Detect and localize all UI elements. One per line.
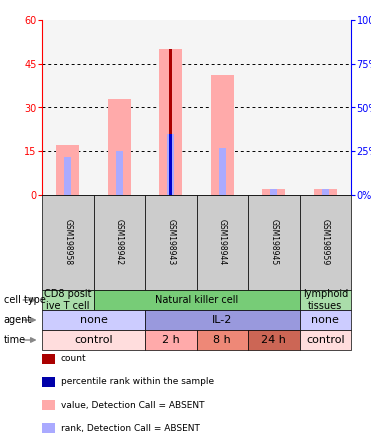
Text: GSM198945: GSM198945 (269, 219, 278, 266)
Text: control: control (306, 335, 345, 345)
Bar (299, 195, 351, 290)
Bar (299, 310, 351, 330)
Bar (262, 189, 285, 195)
Text: GSM198959: GSM198959 (321, 219, 330, 266)
Text: lymphoid
tissues: lymphoid tissues (303, 289, 348, 311)
Bar (322, 189, 329, 195)
Bar (42, 195, 93, 290)
Bar (167, 134, 174, 195)
Bar (42, 330, 145, 350)
Bar (197, 330, 248, 350)
Text: value, Detection Call = ABSENT: value, Detection Call = ABSENT (60, 400, 204, 409)
Bar (169, 134, 172, 195)
Bar (108, 99, 131, 195)
Bar (211, 75, 234, 195)
Text: control: control (74, 335, 113, 345)
Bar (56, 146, 79, 195)
Bar (197, 195, 248, 290)
Bar (248, 195, 299, 290)
Text: percentile rank within the sample: percentile rank within the sample (60, 377, 214, 386)
Bar (248, 330, 299, 350)
Text: CD8 posit
ive T cell: CD8 posit ive T cell (44, 289, 92, 311)
Text: rank, Detection Call = ABSENT: rank, Detection Call = ABSENT (60, 424, 200, 432)
Bar (313, 189, 337, 195)
Bar (299, 330, 351, 350)
Bar (93, 290, 299, 310)
Text: 8 h: 8 h (213, 335, 231, 345)
Text: GSM198942: GSM198942 (115, 219, 124, 266)
Bar (169, 49, 172, 195)
Bar (159, 49, 182, 195)
Text: 2 h: 2 h (162, 335, 180, 345)
Bar (42, 290, 93, 310)
Bar (93, 195, 145, 290)
Bar (299, 290, 351, 310)
Text: GSM198944: GSM198944 (218, 219, 227, 266)
Text: IL-2: IL-2 (212, 315, 233, 325)
Bar (42, 310, 145, 330)
Text: agent: agent (4, 315, 32, 325)
Bar (219, 148, 226, 195)
Bar (145, 310, 299, 330)
Text: cell type: cell type (4, 295, 46, 305)
Bar (145, 195, 197, 290)
Bar (145, 330, 197, 350)
Bar (64, 157, 71, 195)
Text: GSM198958: GSM198958 (63, 219, 72, 266)
Bar (116, 151, 123, 195)
Text: 24 h: 24 h (261, 335, 286, 345)
Text: Natural killer cell: Natural killer cell (155, 295, 238, 305)
Text: count: count (60, 354, 86, 363)
Text: none: none (311, 315, 339, 325)
Text: GSM198943: GSM198943 (166, 219, 175, 266)
Text: none: none (79, 315, 108, 325)
Bar (270, 189, 277, 195)
Text: time: time (4, 335, 26, 345)
